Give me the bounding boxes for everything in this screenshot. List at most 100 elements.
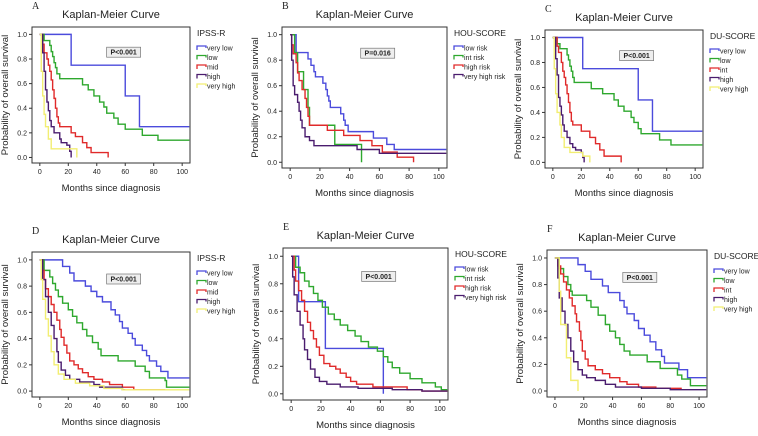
legend-item: high (713, 296, 737, 304)
plot-area (282, 247, 449, 401)
x-tick-label: 20 (580, 403, 588, 410)
y-tick-label: 0.0 (268, 391, 278, 398)
chart-title: Kaplan-Meier Curve (62, 9, 160, 21)
y-tick-label: 0.6 (267, 83, 277, 90)
legend-label: low risk (464, 46, 488, 53)
legend-swatch-icon (709, 86, 720, 91)
legend-swatch-icon (709, 57, 720, 63)
legend-swatch-icon (454, 266, 465, 271)
legend-title: IPSS-R (197, 28, 225, 38)
survival-curve-high (39, 33, 72, 158)
legend-swatch-icon (196, 308, 207, 313)
x-tick-label: 60 (376, 406, 384, 413)
p-value-box (619, 50, 654, 61)
legend-item: very high (196, 308, 236, 316)
p-value-box (106, 273, 141, 285)
legend-swatch-icon (709, 76, 720, 82)
legend-swatch-icon (196, 83, 207, 88)
km-panel-a: A Kaplan-Meier Curve 0 20 40 60 80 100 0.0 0.2 0.4… (0, 1, 236, 194)
legend-label: high (207, 74, 220, 81)
legend-swatch-icon (196, 289, 207, 294)
x-tick-label: 100 (693, 403, 705, 410)
legend-label: int risk (465, 276, 486, 283)
legend-swatch-icon (196, 279, 207, 285)
y-tick-label: 0.4 (530, 110, 540, 117)
legend-swatch-icon (709, 48, 720, 53)
survival-curve-low (39, 259, 190, 388)
y-axis-label: Probability of overall survival (0, 264, 11, 384)
legend-label: very high risk (465, 295, 507, 302)
y-tick-label: 0.8 (267, 58, 277, 65)
legend-item: low (709, 57, 731, 65)
p-value-box (360, 47, 396, 59)
legend-swatch-icon (454, 285, 465, 290)
x-tick-label: 0 (551, 174, 555, 181)
survival-curve-very-high (39, 259, 190, 391)
survival-curve-very-low (554, 257, 707, 379)
y-tick-label: 0.0 (530, 160, 540, 167)
y-tick-label: 0.0 (267, 160, 277, 167)
p-value: P<0.001 (627, 275, 653, 282)
legend-item: very high (713, 306, 753, 314)
x-tick-label: 40 (93, 403, 101, 410)
km-panel-d: D Kaplan-Meier Curve 0 20 40 60 80 100 0.0 0.2 0.4… (0, 226, 236, 428)
x-axis-label: Months since diagnosis (316, 420, 415, 431)
p-value-box (361, 271, 397, 282)
y-tick-label: 0.6 (268, 309, 278, 316)
x-tick-label: 60 (375, 174, 383, 181)
legend-label: low (724, 278, 735, 285)
y-tick-label: 0.4 (17, 106, 27, 113)
legend-swatch-icon (709, 67, 720, 72)
x-tick-label: 40 (606, 174, 614, 181)
y-tick-label: 1.0 (530, 35, 540, 42)
x-tick-label: 80 (406, 406, 414, 413)
survival-curve-high-risk (290, 33, 415, 163)
y-tick-label: 1.0 (267, 32, 277, 39)
legend-swatch-icon (196, 270, 207, 275)
y-tick-label: 1.0 (268, 254, 278, 261)
legend-label: mid (207, 65, 218, 72)
x-tick-label: 20 (317, 406, 325, 413)
panel-letter: F (547, 224, 553, 235)
legend-item: low (196, 54, 218, 62)
legend-label: very high (207, 84, 236, 91)
survival-curve-low-risk (290, 33, 447, 151)
legend-item: high (709, 76, 733, 84)
legend-item: high (196, 73, 220, 81)
legend-item: high (196, 298, 220, 306)
legend-label: very low (207, 46, 234, 53)
survival-curve-int (552, 36, 622, 163)
survival-curve-very-low (39, 33, 190, 128)
legend-label: very high risk (464, 74, 506, 81)
p-value-box (622, 272, 658, 283)
panel-letter: D (32, 226, 39, 237)
legend-title: DU-SCORE (710, 31, 756, 41)
x-axis-label: Months since diagnosis (315, 188, 414, 199)
y-tick-label: 0.2 (530, 135, 540, 142)
legend-label: very low (207, 271, 234, 278)
legend-label: int (724, 288, 731, 295)
legend-label: high risk (464, 65, 491, 72)
x-tick-label: 20 (64, 169, 72, 176)
legend-item: very high (709, 86, 749, 94)
legend-swatch-icon (453, 64, 464, 69)
legend-item: mid (196, 64, 218, 72)
legend-item: low (196, 279, 218, 287)
x-tick-label: 40 (609, 403, 617, 410)
survival-curve-very-low (552, 36, 703, 132)
survival-curve-mid (39, 33, 109, 158)
survival-curve-int-risk (291, 255, 448, 391)
legend-swatch-icon (713, 277, 724, 283)
y-tick-label: 0.6 (17, 310, 27, 317)
legend-label: low (207, 55, 218, 62)
survival-curve-very-high (552, 36, 591, 163)
legend-label: high (720, 77, 733, 84)
legend-item: very low (709, 48, 747, 56)
x-tick-label: 100 (433, 174, 445, 181)
x-tick-label: 100 (689, 174, 701, 181)
legend-item: int risk (454, 275, 486, 283)
legend-swatch-icon (196, 73, 207, 79)
p-value: P=0.016 (365, 51, 391, 58)
y-tick-label: 1.0 (532, 255, 542, 262)
